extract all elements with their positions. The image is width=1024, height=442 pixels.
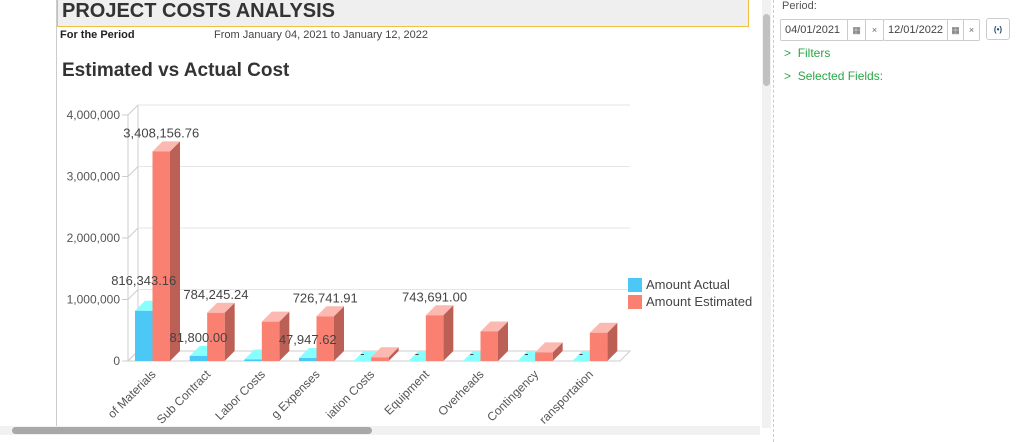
legend-swatch: [628, 295, 642, 309]
report-header: PROJECT COSTS ANALYSIS: [57, 0, 749, 27]
x-tick-label: Contingency: [484, 367, 541, 424]
y-tick-label: 0: [113, 354, 120, 368]
selected-fields-label: Selected Fields:: [797, 69, 884, 83]
clear-icon[interactable]: ×: [963, 20, 979, 40]
data-label: 81,800.00: [169, 330, 227, 345]
gridline-diag: [127, 227, 139, 239]
data-label: -: [579, 346, 583, 361]
bar-top: [480, 321, 508, 332]
divider: [773, 0, 774, 442]
bar-estimated: [316, 316, 334, 361]
apply-button[interactable]: (•): [986, 18, 1010, 40]
bar-side: [443, 305, 454, 361]
period-value: From January 04, 2021 to January 12, 202…: [214, 29, 429, 41]
bar-top: [425, 305, 454, 316]
end-date-field[interactable]: 12/01/2022 ▦ ×: [883, 19, 980, 41]
selected-fields-toggle[interactable]: > Selected Fields:: [784, 69, 883, 83]
bar-chart: 0 1,000,000 2,000,000 3,000,000 4,000,000 of …: [67, 104, 752, 426]
clear-icon[interactable]: ×: [865, 20, 883, 40]
bar-top: [152, 141, 180, 152]
bar-estimated: [535, 352, 553, 361]
divider: [56, 0, 57, 428]
data-label: 47,947.62: [279, 332, 337, 347]
start-date-value[interactable]: 04/01/2021: [785, 24, 841, 36]
bar-top: [535, 342, 563, 353]
x-tick-label: Overheads: [435, 367, 486, 418]
data-label: -: [470, 346, 474, 361]
bar-side: [388, 347, 399, 361]
gridline-diag: [127, 104, 139, 116]
x-tick-label: Labor Costs: [212, 367, 268, 423]
bar-top: [261, 311, 290, 322]
legend-label: Amount Estimated: [646, 294, 752, 309]
x-tick-label: Equipment: [381, 367, 432, 418]
end-date-value[interactable]: 12/01/2022: [888, 24, 944, 36]
horizontal-scrollbar[interactable]: [0, 426, 760, 435]
bar-estimated: [425, 315, 444, 361]
bar-side: [224, 302, 235, 361]
bar-estimated: [480, 331, 498, 361]
data-label: -: [415, 346, 419, 361]
y-tick-label: 3,000,000: [67, 170, 121, 184]
bar-actual: [135, 310, 153, 361]
report-area: PROJECT COSTS ANALYSIS For the Period Fr…: [0, 0, 771, 435]
bar-top: [589, 322, 618, 333]
bar-side: [552, 342, 563, 361]
y-tick-label: 2,000,000: [67, 231, 121, 245]
legend-label: Amount Actual: [646, 277, 730, 292]
x-tick-label: iation Costs: [323, 367, 377, 421]
data-label: 784,245.24: [183, 287, 248, 302]
bar-side: [279, 311, 290, 361]
calendar-icon[interactable]: ▦: [947, 20, 963, 40]
data-label: -: [524, 346, 528, 361]
gridline-diag: [127, 289, 139, 300]
x-tick-label: g Expenses: [268, 367, 322, 421]
bar-top: [316, 306, 344, 317]
y-tick-label: 4,000,000: [67, 108, 121, 122]
bar-estimated: [207, 312, 225, 361]
chevron-right-icon: >: [784, 69, 792, 83]
x-tick-label: Sub Contract: [154, 367, 214, 426]
bar-actual: [244, 359, 262, 361]
filters-toggle[interactable]: > Filters: [784, 46, 830, 60]
data-label: -: [360, 346, 364, 361]
bar-actual: [299, 358, 317, 361]
bar-estimated: [371, 357, 389, 361]
bar-actual: [189, 355, 208, 361]
data-label: 726,741.91: [293, 290, 358, 305]
bar-estimated: [589, 332, 608, 361]
bar-estimated: [261, 321, 280, 361]
legend-swatch: [628, 278, 642, 292]
bar-estimated: [152, 151, 170, 361]
bar-side: [607, 322, 618, 361]
scroll-thumb[interactable]: [763, 14, 770, 86]
bar-top: [371, 347, 399, 358]
bar-top: [353, 351, 382, 361]
y-tick-label: 1,000,000: [67, 293, 121, 307]
chevron-right-icon: >: [784, 46, 792, 60]
report-title: PROJECT COSTS ANALYSIS: [62, 0, 336, 22]
start-date-field[interactable]: 04/01/2021 ▦ ×: [780, 19, 884, 41]
x-tick-label: ransportation: [537, 367, 596, 426]
filters-label: Filters: [797, 46, 831, 60]
data-label: 3,408,156.76: [123, 125, 199, 140]
calendar-icon[interactable]: ▦: [847, 20, 865, 40]
period-label: For the Period: [60, 29, 135, 41]
bar-side: [170, 141, 180, 361]
scroll-thumb[interactable]: [12, 427, 372, 434]
data-label: 816,343.16: [111, 273, 176, 288]
period-label: Period:: [782, 0, 817, 12]
bar-side: [334, 306, 344, 361]
data-label: 743,691.00: [402, 289, 467, 304]
chart-title: Estimated vs Actual Cost: [62, 60, 290, 81]
vertical-scrollbar[interactable]: [762, 0, 771, 428]
gridline-diag: [127, 166, 139, 177]
bar-top: [207, 302, 235, 313]
bar-side: [498, 321, 508, 361]
side-panel: Period: 04/01/2021 ▦ × 12/01/2022 ▦ × (•…: [780, 0, 1024, 442]
x-tick-label: of Materials: [105, 367, 159, 421]
